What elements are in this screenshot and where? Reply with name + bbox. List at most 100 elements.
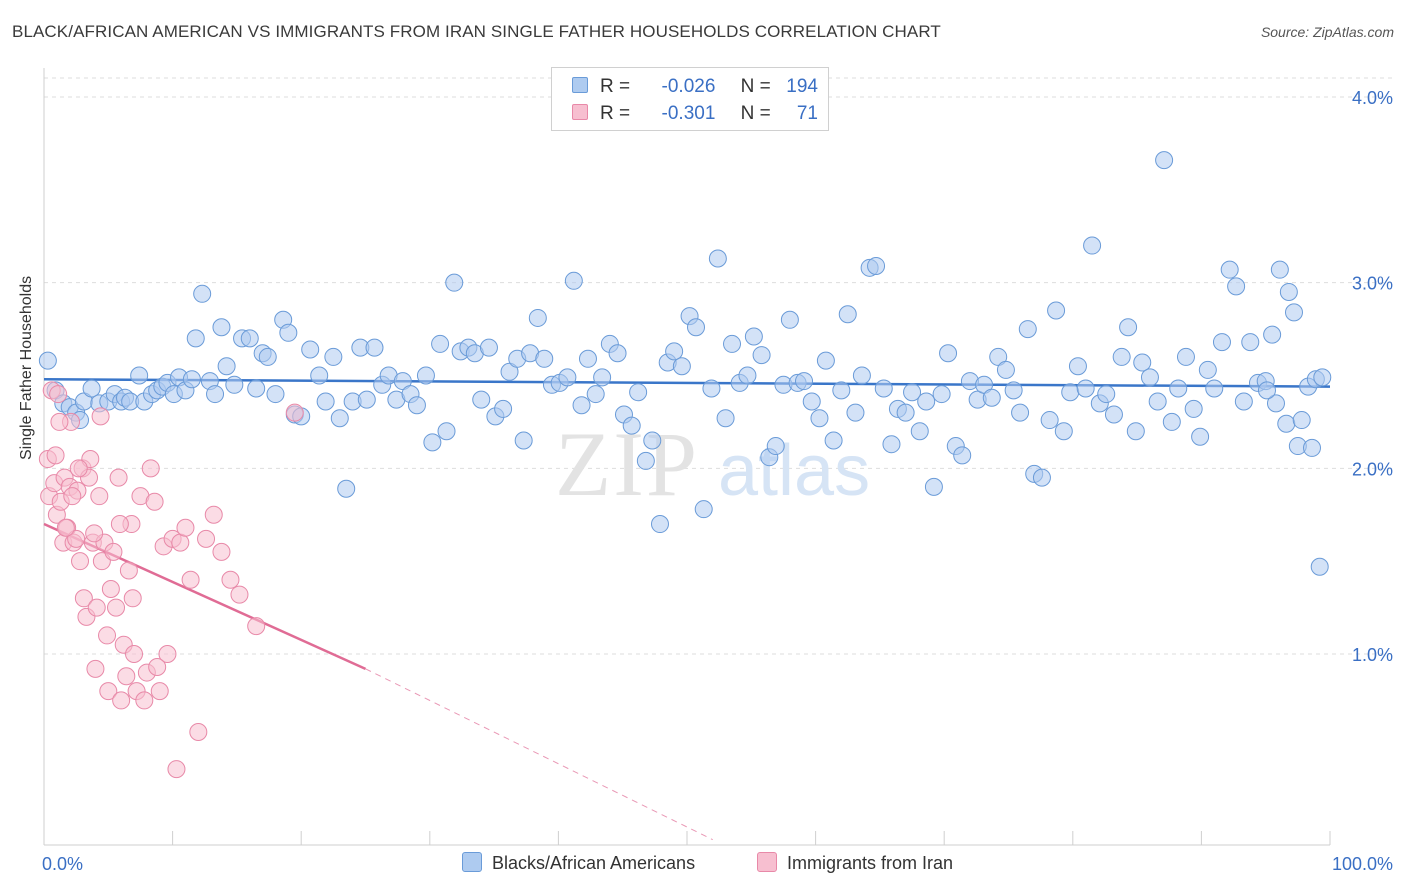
pink-point-54 — [197, 529, 216, 548]
legend-swatch-blue — [572, 77, 588, 93]
stats-legend: R = -0.026 N = 194 R = -0.301 N = 71 — [551, 67, 829, 131]
blue-point-183 — [1279, 282, 1298, 301]
bottom-legend-pink: Immigrants from Iran — [757, 852, 953, 874]
pink-point-22 — [86, 659, 105, 678]
pink-point-51 — [176, 518, 195, 537]
blue-point-150 — [1083, 236, 1102, 255]
pink-point-23 — [87, 598, 106, 617]
y-axis-label: Single Father Households — [18, 275, 35, 460]
legend-r-label-pink: R = — [600, 103, 631, 124]
bottom-legend-label-pink: Immigrants from Iran — [787, 853, 954, 873]
bottom-legend-swatch-pink — [757, 852, 777, 872]
blue-point-114 — [824, 431, 843, 450]
pink-point-31 — [107, 598, 126, 617]
blue-point-103 — [744, 327, 763, 346]
blue-point-42 — [310, 366, 329, 385]
blue-point-86 — [622, 416, 641, 435]
blue-point-73 — [528, 308, 547, 327]
blue-point-60 — [437, 422, 456, 441]
blue-point-59 — [431, 334, 450, 353]
pink-point-61 — [50, 412, 69, 431]
blue-point-61 — [445, 273, 464, 292]
blue-point-185 — [1302, 438, 1321, 457]
blue-point-104 — [752, 346, 771, 365]
blue-point-167 — [1205, 379, 1224, 398]
grid-lines — [44, 77, 1394, 655]
blue-point-110 — [795, 372, 814, 391]
pink-point-44 — [145, 492, 164, 511]
blue-point-33 — [247, 379, 266, 398]
blue-point-93 — [672, 357, 691, 376]
blue-point-36 — [266, 385, 285, 404]
legend-r-value-blue: -0.026 — [661, 76, 716, 97]
pink-point-45 — [150, 682, 169, 701]
blue-point-29 — [217, 357, 236, 376]
pink-point-68 — [63, 487, 82, 506]
blue-point-28 — [212, 318, 231, 337]
blue-point-106 — [766, 437, 785, 456]
blue-point-121 — [874, 379, 893, 398]
blue-point-145 — [1047, 301, 1066, 320]
blue-point-118 — [852, 366, 871, 385]
blue-point-163 — [1176, 347, 1195, 366]
pink-point-60 — [285, 403, 304, 422]
blue-point-0 — [38, 351, 57, 370]
blue-point-78 — [564, 271, 583, 290]
pink-point-24 — [90, 487, 109, 506]
pink-point-55 — [204, 505, 223, 524]
blue-point-149 — [1076, 379, 1095, 398]
legend-swatch-pink — [572, 104, 588, 120]
blue-point-115 — [832, 381, 851, 400]
chart-title: BLACK/AFRICAN AMERICAN VS IMMIGRANTS FRO… — [12, 22, 941, 41]
blue-point-79 — [572, 396, 591, 415]
pink-point-36 — [119, 561, 138, 580]
blue-point-87 — [629, 383, 648, 402]
pink-point-63 — [46, 446, 65, 465]
pink-point-70 — [148, 657, 167, 676]
pink-point-30 — [104, 542, 123, 561]
blue-point-175 — [1263, 325, 1282, 344]
pink-point-32 — [109, 468, 128, 487]
blue-point-65 — [472, 390, 491, 409]
blue-point-182 — [1313, 368, 1332, 387]
blue-point-56 — [407, 396, 426, 415]
blue-point-169 — [1220, 260, 1239, 279]
blue-point-97 — [702, 379, 721, 398]
legend-n-label-pink: N = — [740, 103, 771, 124]
blue-point-141 — [1018, 320, 1037, 339]
blue-point-89 — [643, 431, 662, 450]
blue-point-43 — [316, 392, 335, 411]
legend-n-label-blue: N = — [740, 76, 771, 97]
blue-point-108 — [780, 310, 799, 329]
blue-point-81 — [586, 385, 605, 404]
blue-point-156 — [1126, 422, 1145, 441]
blue-point-58 — [423, 433, 442, 452]
blue-point-130 — [939, 344, 958, 363]
blue-point-155 — [1119, 318, 1138, 337]
blue-point-179 — [1292, 411, 1311, 430]
blue-point-186 — [1266, 394, 1285, 413]
blue-point-111 — [802, 392, 821, 411]
blue-point-27 — [206, 385, 225, 404]
watermark: ZIP atlas — [555, 413, 870, 515]
pink-point-28 — [99, 682, 118, 701]
blue-point-57 — [416, 366, 435, 385]
data-points — [38, 151, 1332, 779]
blue-point-164 — [1184, 399, 1203, 418]
blue-point-139 — [1004, 381, 1023, 400]
blue-point-30 — [225, 375, 244, 394]
pink-point-53 — [189, 722, 208, 741]
watermark-atlas: atlas — [718, 431, 870, 511]
blue-point-50 — [365, 338, 384, 357]
source-label: Source: ZipAtlas.com — [1260, 24, 1394, 40]
blue-point-152 — [1097, 385, 1116, 404]
pink-point-58 — [230, 585, 249, 604]
blue-point-117 — [846, 403, 865, 422]
pink-point-56 — [212, 542, 231, 561]
blue-point-158 — [1140, 368, 1159, 387]
pink-point-13 — [67, 529, 86, 548]
blue-point-32 — [240, 329, 259, 348]
blue-point-170 — [1227, 277, 1246, 296]
blue-point-100 — [723, 334, 742, 353]
blue-point-46 — [337, 479, 356, 498]
